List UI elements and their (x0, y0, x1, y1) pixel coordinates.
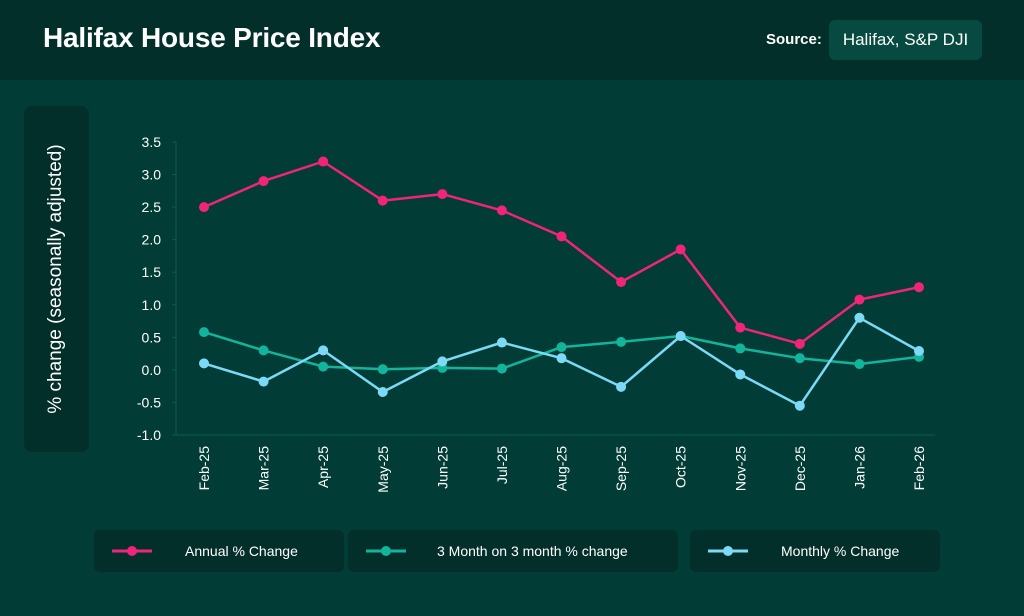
y-tick-label: 2.0 (142, 232, 162, 248)
x-tick-label: Jan-26 (851, 446, 867, 489)
x-tick-label: Mar-25 (256, 446, 272, 491)
data-point-three-month (199, 327, 209, 338)
data-point-annual (616, 276, 627, 287)
data-point-three-month (794, 353, 805, 364)
legend-swatch-monthly (708, 546, 748, 556)
data-point-annual (794, 338, 805, 349)
x-tick-label: Oct-25 (673, 446, 689, 488)
data-point-monthly (496, 337, 507, 348)
header-bar: Halifax House Price Index Source: Halifa… (0, 0, 1024, 80)
data-point-annual (199, 202, 209, 213)
x-tick-label: Jul-25 (494, 446, 510, 484)
y-tick-label: 2.5 (142, 199, 162, 215)
source-label: Source: (766, 31, 822, 48)
data-point-three-month (735, 343, 746, 354)
y-tick-label: 1.5 (142, 264, 162, 280)
x-tick-label: Nov-25 (732, 446, 748, 491)
data-point-monthly (794, 400, 805, 411)
data-point-annual (914, 282, 924, 293)
data-point-monthly (556, 353, 567, 364)
series-line-annual (202, 160, 921, 346)
x-tick-label: Aug-25 (554, 446, 570, 491)
x-tick-label: May-25 (375, 446, 391, 493)
data-point-monthly (258, 376, 269, 387)
data-point-annual (556, 231, 567, 242)
source-badge: Halifax, S&P DJI (829, 20, 982, 60)
data-point-annual (437, 189, 448, 200)
y-tick-label: 1.0 (142, 297, 162, 313)
data-point-monthly (616, 381, 627, 392)
data-point-monthly (914, 346, 924, 357)
data-point-annual (377, 195, 388, 206)
data-point-annual (496, 205, 507, 216)
data-point-annual (675, 244, 686, 255)
data-point-monthly (675, 331, 686, 342)
legend-swatch-annual (112, 546, 152, 556)
data-point-three-month (616, 336, 627, 347)
legend-swatch-three-month (366, 546, 406, 556)
x-tick-label: Feb-26 (911, 446, 927, 491)
page-title: Halifax House Price Index (43, 22, 381, 53)
y-tick-label: -0.5 (137, 394, 161, 410)
data-point-three-month (258, 345, 269, 356)
x-tick-label: Feb-25 (196, 446, 212, 491)
legend-label-three-month: 3 Month on 3 month % change (437, 543, 628, 559)
x-tick-label: Apr-25 (315, 446, 331, 488)
y-tick-label: 0.5 (142, 329, 162, 345)
data-point-annual (735, 322, 746, 333)
data-point-monthly (199, 358, 209, 369)
y-tick-label: 0.0 (142, 362, 162, 378)
x-tick-label: Jun-25 (434, 446, 450, 489)
y-tick-label: -1.0 (137, 427, 161, 443)
data-point-three-month (854, 359, 865, 370)
data-point-monthly (318, 345, 329, 356)
legend-label-monthly: Monthly % Change (781, 543, 900, 559)
data-point-monthly (377, 387, 388, 398)
data-point-three-month (556, 342, 567, 353)
data-point-annual (318, 156, 329, 167)
x-tick-label: Sep-25 (613, 446, 629, 491)
data-point-three-month (496, 363, 507, 374)
data-point-three-month (318, 361, 329, 372)
y-tick-label: 3.5 (142, 134, 162, 150)
data-point-annual (854, 294, 865, 305)
data-point-monthly (854, 312, 865, 323)
data-point-three-month (377, 364, 388, 375)
y-tick-label: 3.0 (142, 167, 162, 183)
data-point-monthly (437, 356, 448, 367)
legend-item-annual: Annual % Change (94, 530, 344, 572)
y-axis-label-panel (24, 106, 89, 452)
legend-item-monthly: Monthly % Change (690, 530, 940, 572)
legend-label-annual: Annual % Change (185, 543, 298, 559)
data-point-monthly (735, 369, 746, 380)
data-point-annual (258, 176, 269, 187)
x-tick-label: Dec-25 (792, 446, 808, 491)
legend-item-three-month: 3 Month on 3 month % change (348, 530, 678, 572)
